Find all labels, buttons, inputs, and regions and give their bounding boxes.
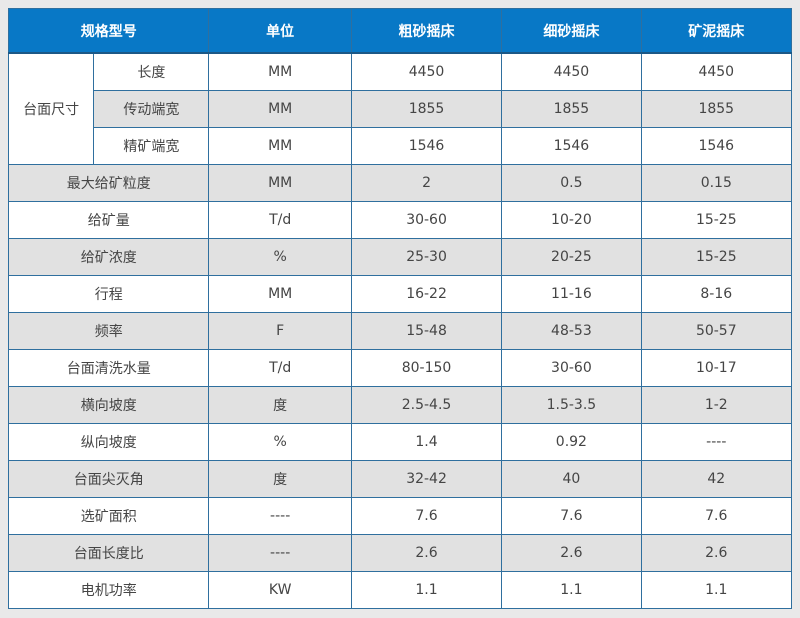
cell-slime: ---- <box>640 423 793 461</box>
row-unit: MM <box>208 52 352 91</box>
cell-slime: 1.1 <box>640 571 793 609</box>
row-unit: % <box>208 423 352 461</box>
row-label: 横向坡度 <box>7 386 210 424</box>
header-coarse-sand-table: 粗砂摇床 <box>350 8 503 54</box>
cell-fine: 40 <box>501 460 642 498</box>
row-label: 电机功率 <box>7 571 210 609</box>
table-row-concentrate-end-width: 精矿端宽 MM 1546 1546 1546 <box>9 127 793 165</box>
cell-fine: 20-25 <box>501 238 642 276</box>
cell-fine: 30-60 <box>501 349 642 387</box>
cell-slime: 50-57 <box>640 312 793 350</box>
row-unit: % <box>208 238 352 276</box>
row-sublabel: 传动端宽 <box>93 90 210 128</box>
row-sublabel: 精矿端宽 <box>93 127 210 165</box>
table-row-longitudinal-slope: 纵向坡度 % 1.4 0.92 ---- <box>7 423 793 461</box>
cell-slime: 8-16 <box>640 275 793 313</box>
row-unit: MM <box>208 90 352 128</box>
table-row-wash-water: 台面清洗水量 T/d 80-150 30-60 10-17 <box>7 349 793 387</box>
header-unit: 单位 <box>208 8 352 54</box>
cell-slime: 15-25 <box>640 201 793 239</box>
cell-slime: 10-17 <box>640 349 793 387</box>
row-label: 行程 <box>7 275 210 313</box>
cell-coarse: 1546 <box>350 127 503 165</box>
cell-fine: 1.1 <box>501 571 642 609</box>
cell-coarse: 15-48 <box>350 312 503 350</box>
cell-coarse: 32-42 <box>350 460 503 498</box>
cell-coarse: 80-150 <box>350 349 503 387</box>
row-label: 台面清洗水量 <box>7 349 210 387</box>
table-row-length: 台面尺寸 长度 MM 4450 4450 4450 <box>7 52 793 165</box>
cell-fine: 1546 <box>501 127 642 165</box>
cell-coarse: 1.4 <box>350 423 503 461</box>
cell-fine: 7.6 <box>501 497 642 535</box>
row-unit: MM <box>208 127 352 165</box>
cell-fine: 1855 <box>501 90 642 128</box>
cell-coarse: 1.1 <box>350 571 503 609</box>
header-slime-table: 矿泥摇床 <box>640 8 793 54</box>
table-row-motor-power: 电机功率 KW 1.1 1.1 1.1 <box>7 571 793 609</box>
row-label: 选矿面积 <box>7 497 210 535</box>
row-unit: 度 <box>208 386 352 424</box>
cell-coarse: 4450 <box>350 52 503 91</box>
row-unit: T/d <box>208 349 352 387</box>
cell-fine: 11-16 <box>501 275 642 313</box>
cell-slime: 4450 <box>640 52 793 91</box>
row-label: 台面尖灭角 <box>7 460 210 498</box>
table-row-drive-end-width: 传动端宽 MM 1855 1855 1855 <box>9 90 793 128</box>
row-label: 给矿浓度 <box>7 238 210 276</box>
row-unit: ---- <box>208 497 352 535</box>
row-unit: F <box>208 312 352 350</box>
cell-fine: 0.92 <box>501 423 642 461</box>
row-unit: KW <box>208 571 352 609</box>
row-label: 纵向坡度 <box>7 423 210 461</box>
cell-coarse: 25-30 <box>350 238 503 276</box>
cell-fine: 4450 <box>501 52 642 91</box>
table-row-beneficiation-area: 选矿面积 ---- 7.6 7.6 7.6 <box>7 497 793 535</box>
cell-fine: 0.5 <box>501 164 642 202</box>
cell-coarse: 7.6 <box>350 497 503 535</box>
cell-slime: 7.6 <box>640 497 793 535</box>
spec-table: 规格型号 单位 粗砂摇床 细砂摇床 矿泥摇床 台面尺寸 长度 MM 4450 4… <box>7 8 793 609</box>
cell-coarse: 1855 <box>350 90 503 128</box>
row-unit: MM <box>208 275 352 313</box>
cell-coarse: 30-60 <box>350 201 503 239</box>
row-unit: 度 <box>208 460 352 498</box>
cell-slime: 1-2 <box>640 386 793 424</box>
cell-slime: 42 <box>640 460 793 498</box>
table-row-feed-capacity: 给矿量 T/d 30-60 10-20 15-25 <box>7 201 793 239</box>
cell-fine: 10-20 <box>501 201 642 239</box>
row-label: 最大给矿粒度 <box>7 164 210 202</box>
dimension-group-label: 台面尺寸 <box>7 52 95 165</box>
cell-coarse: 16-22 <box>350 275 503 313</box>
cell-slime: 15-25 <box>640 238 793 276</box>
row-sublabel: 长度 <box>93 52 210 91</box>
table-row-max-feed-size: 最大给矿粒度 MM 2 0.5 0.15 <box>7 164 793 202</box>
cell-coarse: 2.5-4.5 <box>350 386 503 424</box>
table-row-transverse-slope: 横向坡度 度 2.5-4.5 1.5-3.5 1-2 <box>7 386 793 424</box>
table-row-stroke: 行程 MM 16-22 11-16 8-16 <box>7 275 793 313</box>
cell-fine: 1.5-3.5 <box>501 386 642 424</box>
cell-fine: 48-53 <box>501 312 642 350</box>
cell-coarse: 2 <box>350 164 503 202</box>
cell-coarse: 2.6 <box>350 534 503 572</box>
cell-slime: 1855 <box>640 90 793 128</box>
cell-fine: 2.6 <box>501 534 642 572</box>
row-label: 台面长度比 <box>7 534 210 572</box>
header-spec-model: 规格型号 <box>7 8 210 54</box>
table-row-deck-angle: 台面尖灭角 度 32-42 40 42 <box>7 460 793 498</box>
cell-slime: 1546 <box>640 127 793 165</box>
header-fine-sand-table: 细砂摇床 <box>501 8 642 54</box>
row-unit: T/d <box>208 201 352 239</box>
row-label: 给矿量 <box>7 201 210 239</box>
row-unit: MM <box>208 164 352 202</box>
table-row-deck-length-ratio: 台面长度比 ---- 2.6 2.6 2.6 <box>7 534 793 572</box>
cell-slime: 0.15 <box>640 164 793 202</box>
table-row-feed-density: 给矿浓度 % 25-30 20-25 15-25 <box>7 238 793 276</box>
header-row: 规格型号 单位 粗砂摇床 细砂摇床 矿泥摇床 <box>7 8 793 54</box>
cell-slime: 2.6 <box>640 534 793 572</box>
table-row-frequency: 频率 F 15-48 48-53 50-57 <box>7 312 793 350</box>
row-label: 频率 <box>7 312 210 350</box>
row-unit: ---- <box>208 534 352 572</box>
